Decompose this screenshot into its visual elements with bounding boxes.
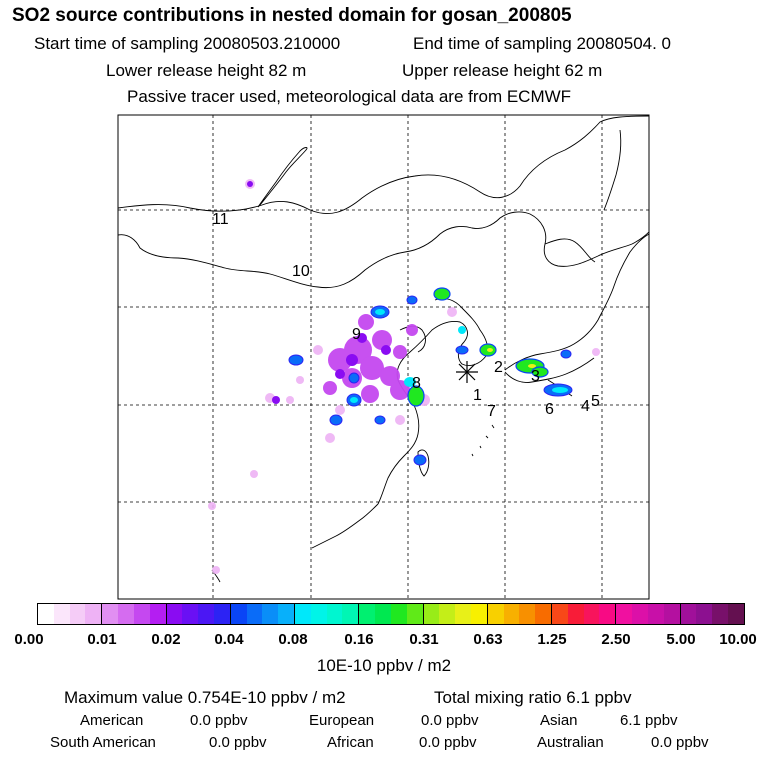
colorbar-segment bbox=[246, 604, 263, 624]
colorbar-segment bbox=[198, 604, 214, 624]
colorbar-tick-1: 0.01 bbox=[87, 631, 117, 648]
colorbar-segment bbox=[118, 604, 134, 624]
european-label: European bbox=[309, 712, 375, 729]
colorbar-segment bbox=[712, 604, 728, 624]
european-value: 0.0 ppbv bbox=[421, 712, 479, 729]
colorbar-segment bbox=[406, 604, 424, 624]
colorbar-segment bbox=[567, 604, 584, 624]
south-american-value: 0.0 ppbv bbox=[209, 734, 267, 751]
colorbar-segment bbox=[375, 604, 391, 624]
region-label-11: 11 bbox=[212, 211, 229, 228]
colorbar-segment bbox=[616, 604, 633, 624]
chart-title: SO2 source contributions in nested domai… bbox=[12, 5, 572, 26]
region-labels: 1 2 3 4 5 6 7 8 9 10 11 bbox=[212, 211, 600, 420]
region-label-5: 5 bbox=[591, 393, 600, 410]
colorbar-segment bbox=[647, 604, 664, 624]
colorbar-segment bbox=[149, 604, 167, 624]
american-value: 0.0 ppbv bbox=[190, 712, 248, 729]
receptor-marker bbox=[456, 361, 478, 383]
colorbar-tick-4: 0.08 bbox=[278, 631, 308, 648]
map-frame bbox=[117, 114, 650, 600]
region-label-4: 4 bbox=[581, 398, 590, 415]
african-value: 0.0 ppbv bbox=[419, 734, 477, 751]
australian-value: 0.0 ppbv bbox=[651, 734, 709, 751]
colorbar-tick-6: 0.31 bbox=[409, 631, 439, 648]
colorbar-segment bbox=[278, 604, 295, 624]
colorbar-segment bbox=[85, 604, 103, 624]
coastlines bbox=[118, 115, 649, 583]
region-label-6: 6 bbox=[545, 401, 554, 418]
american-label: American bbox=[80, 712, 144, 729]
colorbar-tick-11: 10.00 bbox=[719, 631, 757, 648]
emission-sources bbox=[208, 179, 600, 574]
colorbar-segment bbox=[439, 604, 456, 624]
colorbar-segment bbox=[455, 604, 471, 624]
colorbar-segment bbox=[230, 604, 247, 624]
colorbar-tick-7: 0.63 bbox=[473, 631, 503, 648]
colorbar-segment bbox=[166, 604, 183, 624]
colorbar-segment bbox=[696, 604, 713, 624]
colorbar-tick-8: 1.25 bbox=[537, 631, 567, 648]
colorbar-segment bbox=[342, 604, 360, 624]
colorbar-segment bbox=[423, 604, 440, 624]
end-time-label: End time of sampling 20080504. 0 bbox=[413, 34, 672, 53]
south-american-label: South American bbox=[50, 734, 156, 751]
colorbar-unit: 10E-10 ppbv / m2 bbox=[316, 656, 452, 675]
start-time-label: Start time of sampling 20080503.210000 bbox=[34, 34, 341, 53]
colorbar-segment bbox=[470, 604, 488, 624]
colorbar-segment bbox=[519, 604, 536, 624]
colorbar-segment bbox=[38, 604, 54, 624]
region-label-10: 10 bbox=[292, 263, 310, 280]
region-label-2: 2 bbox=[494, 359, 503, 376]
colorbar-segment bbox=[552, 604, 568, 624]
colorbar-segment bbox=[295, 604, 311, 624]
region-label-9: 9 bbox=[352, 326, 361, 343]
colorbar-segment bbox=[133, 604, 150, 624]
colorbar-tick-3: 0.04 bbox=[214, 631, 244, 648]
region-label-1: 1 bbox=[473, 387, 482, 404]
colorbar-tick-9: 2.50 bbox=[601, 631, 631, 648]
colorbar-segment bbox=[326, 604, 343, 624]
colorbar-segment bbox=[727, 604, 744, 624]
upper-height-label: Upper release height 62 m bbox=[402, 61, 603, 80]
colorbar-tick-0: 0.00 bbox=[14, 631, 44, 648]
colorbar-segment bbox=[262, 604, 279, 624]
asian-value: 6.1 ppbv bbox=[620, 712, 678, 729]
colorbar-segment bbox=[310, 604, 327, 624]
region-label-7: 7 bbox=[487, 403, 496, 420]
colorbar-segment bbox=[632, 604, 648, 624]
max-value-label: Maximum value 0.754E-10 ppbv / m2 bbox=[64, 688, 346, 707]
colorbar-segment bbox=[487, 604, 504, 624]
lower-height-label: Lower release height 82 m bbox=[106, 61, 307, 80]
colorbar-tick-10: 5.00 bbox=[666, 631, 696, 648]
colorbar-segment bbox=[535, 604, 552, 624]
colorbar-segment bbox=[390, 604, 407, 624]
total-mixing-label: Total mixing ratio 6.1 ppbv bbox=[434, 688, 632, 707]
colorbar-segment bbox=[663, 604, 681, 624]
region-label-8: 8 bbox=[412, 375, 421, 392]
asian-label: Asian bbox=[540, 712, 578, 729]
colorbar-tick-5: 0.16 bbox=[344, 631, 374, 648]
colorbar-tick-2: 0.02 bbox=[151, 631, 181, 648]
colorbar-segment bbox=[102, 604, 119, 624]
colorbar bbox=[37, 603, 745, 625]
colorbar-segment bbox=[680, 604, 697, 624]
australian-label: Australian bbox=[537, 734, 604, 751]
colorbar-segment bbox=[359, 604, 376, 624]
colorbar-segment bbox=[182, 604, 199, 624]
colorbar-segment bbox=[599, 604, 617, 624]
colorbar-segment bbox=[213, 604, 231, 624]
tracer-note: Passive tracer used, meteorological data… bbox=[127, 87, 572, 106]
colorbar-segment bbox=[503, 604, 520, 624]
colorbar-segment bbox=[583, 604, 600, 624]
colorbar-segment bbox=[53, 604, 70, 624]
region-label-3: 3 bbox=[531, 368, 540, 385]
african-label: African bbox=[327, 734, 374, 751]
colorbar-segment bbox=[69, 604, 86, 624]
